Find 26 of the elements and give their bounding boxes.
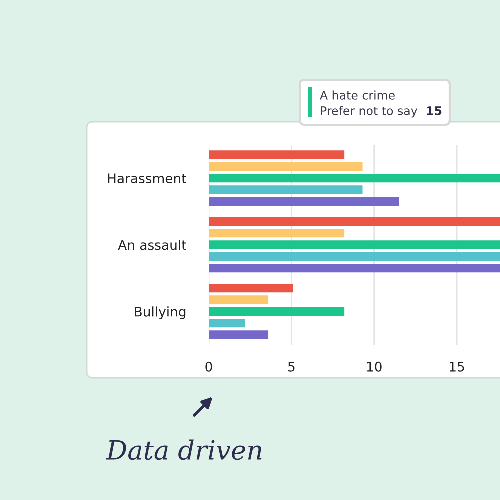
x-tick-label: 10 bbox=[367, 362, 382, 372]
bar bbox=[209, 217, 500, 226]
bar bbox=[209, 197, 400, 206]
bar bbox=[209, 284, 294, 293]
bar bbox=[209, 240, 500, 250]
x-tick-label: 5 bbox=[288, 362, 295, 372]
text: A hate crime bbox=[320, 90, 395, 100]
bar bbox=[209, 264, 500, 273]
y-tick-label: Bullying bbox=[135, 306, 186, 320]
y-tick-label: Harassment bbox=[108, 174, 186, 184]
x-tick-label: 15 bbox=[450, 362, 464, 372]
bar bbox=[209, 330, 269, 340]
x-tick-label: 0 bbox=[206, 362, 212, 372]
bar bbox=[209, 296, 269, 304]
bar bbox=[209, 229, 345, 238]
bar bbox=[209, 162, 363, 171]
bar bbox=[209, 186, 363, 194]
text: 15 bbox=[427, 106, 442, 116]
bar bbox=[209, 319, 246, 328]
y-tick-label: An assault bbox=[118, 240, 186, 250]
bar bbox=[209, 150, 345, 160]
bar bbox=[209, 174, 500, 183]
text: Prefer not to say bbox=[321, 106, 418, 118]
bar bbox=[209, 252, 500, 261]
text: Data driven bbox=[106, 440, 262, 460]
bar bbox=[209, 307, 345, 316]
